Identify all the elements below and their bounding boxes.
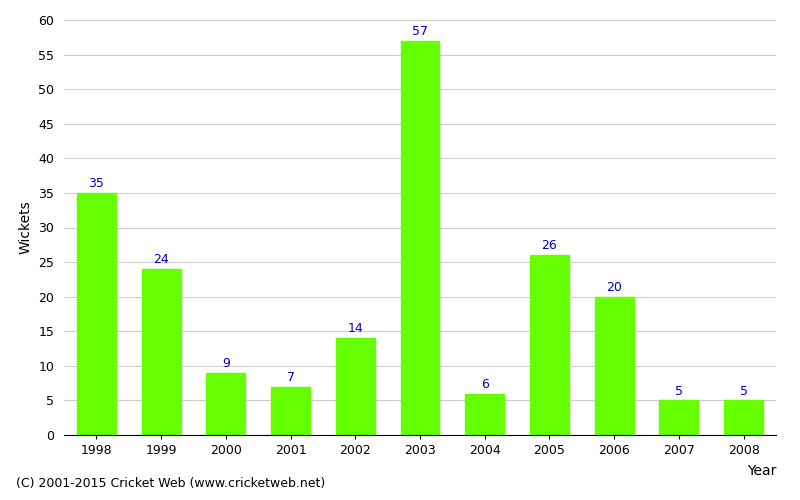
- Text: 24: 24: [154, 253, 169, 266]
- Text: 26: 26: [542, 240, 558, 252]
- Text: 20: 20: [606, 281, 622, 294]
- Bar: [466, 394, 504, 435]
- Text: 35: 35: [89, 177, 104, 190]
- Bar: [724, 400, 763, 435]
- Bar: [77, 193, 116, 435]
- Text: 57: 57: [412, 25, 428, 38]
- Y-axis label: Wickets: Wickets: [18, 200, 33, 254]
- Text: 5: 5: [740, 384, 748, 398]
- Text: (C) 2001-2015 Cricket Web (www.cricketweb.net): (C) 2001-2015 Cricket Web (www.cricketwe…: [16, 477, 326, 490]
- Bar: [142, 269, 181, 435]
- Text: Year: Year: [746, 464, 776, 478]
- Text: 14: 14: [347, 322, 363, 336]
- Bar: [206, 373, 246, 435]
- Bar: [530, 255, 569, 435]
- Text: 5: 5: [675, 384, 683, 398]
- Bar: [401, 41, 439, 435]
- Text: 6: 6: [481, 378, 489, 390]
- Text: 9: 9: [222, 357, 230, 370]
- Bar: [336, 338, 374, 435]
- Bar: [594, 296, 634, 435]
- Bar: [659, 400, 698, 435]
- Text: 7: 7: [286, 371, 294, 384]
- Bar: [271, 386, 310, 435]
